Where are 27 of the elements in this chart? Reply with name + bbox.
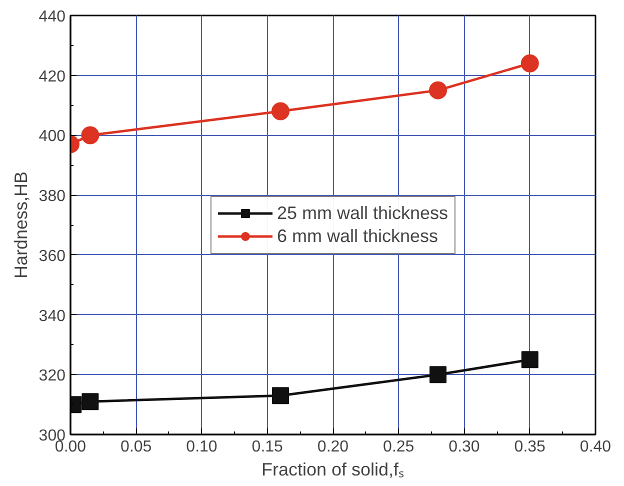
y-tick-label: 320 bbox=[38, 368, 66, 385]
x-tick-label: 0.35 bbox=[514, 438, 546, 456]
point bbox=[429, 81, 447, 100]
y-tick-label: 380 bbox=[38, 188, 66, 206]
point bbox=[521, 351, 538, 368]
y-tick-label: 400 bbox=[38, 128, 66, 146]
x-tick-label: 0.15 bbox=[252, 438, 284, 456]
x-tick-label: 0.40 bbox=[580, 438, 612, 456]
point bbox=[82, 393, 99, 410]
point bbox=[81, 126, 100, 144]
y-tick-label: 420 bbox=[38, 68, 66, 86]
x-tick-label: 0.20 bbox=[317, 438, 349, 456]
y-tick-label: 440 bbox=[38, 8, 66, 26]
x-tick-label: 0.30 bbox=[448, 438, 480, 456]
x-tick-label: 0.25 bbox=[383, 438, 414, 456]
x-tick-label: 0.05 bbox=[120, 438, 152, 456]
y-axis-title: Hardness,HB bbox=[10, 171, 31, 279]
y-tick-label: 340 bbox=[38, 308, 66, 325]
y-tick-label: 360 bbox=[38, 248, 66, 265]
point bbox=[430, 366, 446, 384]
legend-label: 6 mm wall thickness bbox=[276, 226, 438, 246]
point bbox=[272, 102, 290, 120]
legend-label: 25 mm wall thickness bbox=[276, 202, 448, 224]
point bbox=[272, 387, 289, 404]
x-tick-label: 0.10 bbox=[186, 438, 218, 456]
x-axis-title: Fraction of solid,fₛ bbox=[261, 460, 405, 480]
point bbox=[520, 54, 539, 72]
